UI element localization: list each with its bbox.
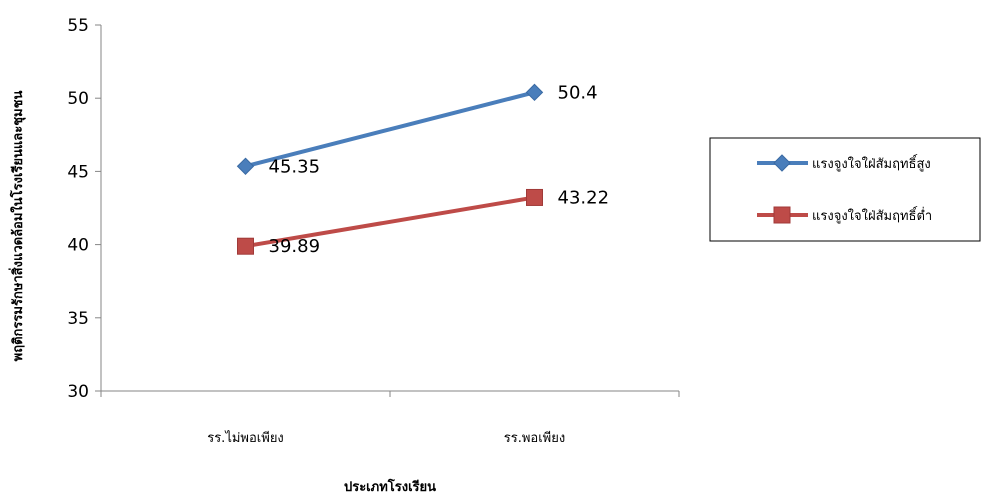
data-label: 43.22 [558, 187, 610, 208]
y-axis-title: พฤติกรรมรักษาสิ่งแวดล้อมในโรงเรียนและชุม… [8, 91, 26, 362]
y-tick-label: 55 [67, 16, 89, 36]
legend-item-2: แรงจูงใจใฝ่สัมฤทธิ์ต่ำ [757, 206, 932, 224]
legend-item-1: แรงจูงใจใฝ่สัมฤทธิ์สูง [757, 154, 931, 172]
y-tick-label: 40 [67, 236, 89, 256]
data-label: 50.4 [558, 82, 598, 103]
data-point [236, 157, 255, 175]
y-tick-label: 45 [67, 162, 89, 182]
series-layer: 45.35 50.4 39.89 43.22 [236, 82, 610, 257]
legend-marker [773, 206, 791, 224]
data-point [237, 237, 254, 255]
y-tick-label: 30 [67, 382, 89, 402]
chart-axes: 30 35 40 45 50 55 รร.ไม่พอเพียง รร.พอเพียง [67, 16, 680, 446]
series-1: 45.35 50.4 [236, 82, 598, 177]
y-tick-label: 35 [67, 309, 89, 329]
data-point [526, 188, 543, 206]
legend-label: แรงจูงใจใฝ่สัมฤทธิ์สูง [812, 154, 931, 172]
data-label: 45.35 [269, 156, 321, 177]
data-label: 39.89 [269, 236, 321, 257]
series-line [245, 90, 535, 169]
legend: แรงจูงใจใฝ่สัมฤทธิ์สูงแรงจูงใจใฝ่สัมฤทธิ… [709, 137, 981, 242]
x-category-label: รร.ไม่พอเพียง [207, 430, 284, 446]
x-axis-title: ประเภทโรงเรียน [344, 478, 436, 495]
series-line [245, 195, 535, 249]
x-category-label: รร.พอเพียง [504, 430, 565, 446]
legend-marker [773, 154, 791, 172]
data-point [525, 83, 544, 102]
legend-box [709, 137, 981, 242]
legend-label: แรงจูงใจใฝ่สัมฤทธิ์ต่ำ [812, 206, 932, 224]
series-2: 39.89 43.22 [237, 187, 610, 257]
y-tick-label: 50 [67, 89, 89, 109]
